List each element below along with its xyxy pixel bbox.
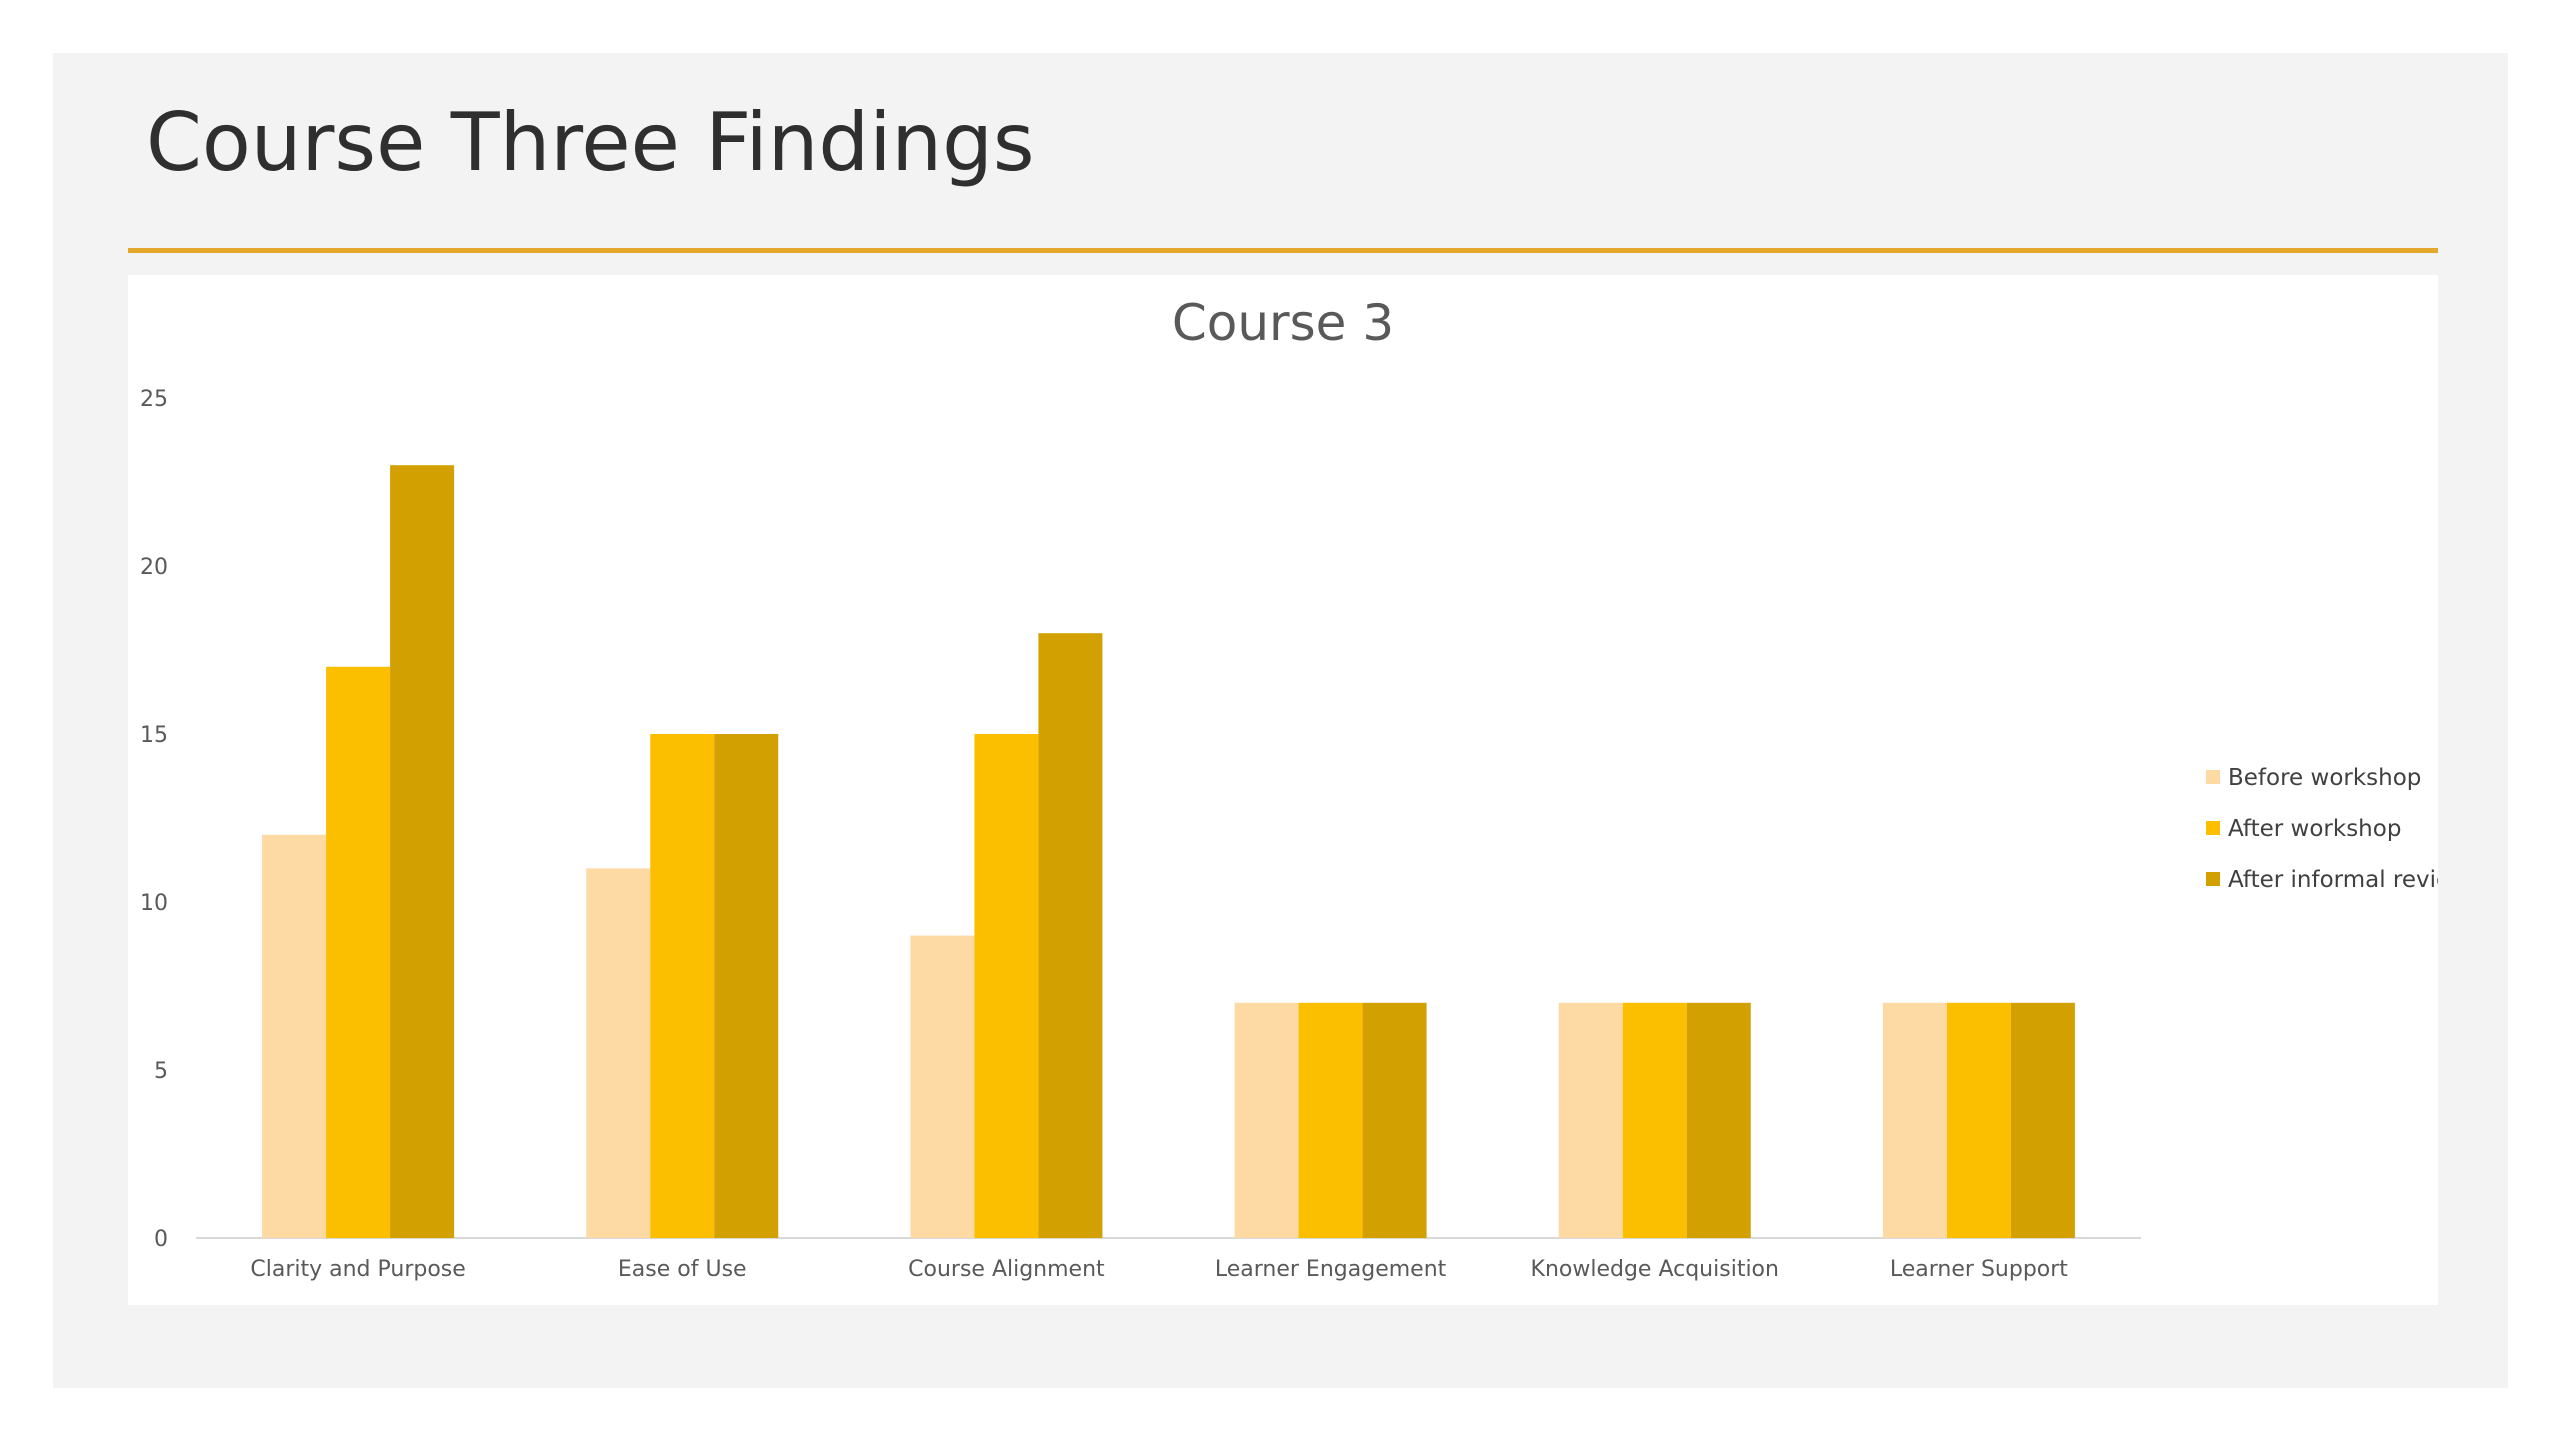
chart-title: Course 3	[1172, 294, 1394, 352]
bar	[650, 734, 715, 1238]
x-tick-label: Learner Engagement	[1215, 1257, 1447, 1282]
legend-label: After workshop	[2228, 816, 2401, 842]
bar	[1234, 1002, 1299, 1238]
bar	[262, 834, 327, 1238]
slide-title: Course Three Findings	[146, 96, 1035, 189]
y-axis: 0 5 10 15 20 25	[140, 387, 168, 1252]
bar	[1882, 1002, 1947, 1238]
y-tick-label: 20	[140, 555, 168, 580]
y-tick-label: 5	[154, 1059, 168, 1084]
x-tick-label: Course Alignment	[908, 1257, 1105, 1282]
y-tick-label: 15	[140, 723, 168, 748]
title-underline	[128, 248, 2438, 253]
x-tick-label: Ease of Use	[618, 1257, 747, 1282]
bar	[326, 666, 391, 1238]
y-tick-label: 25	[140, 387, 168, 412]
bar	[974, 734, 1039, 1238]
bar	[1946, 1002, 2011, 1238]
bar	[1038, 633, 1103, 1238]
bar	[1686, 1002, 1751, 1238]
bar	[1362, 1002, 1427, 1238]
y-tick-label: 10	[140, 891, 168, 916]
x-tick-label: Learner Support	[1890, 1257, 2068, 1282]
bar	[910, 935, 975, 1238]
legend-swatch	[2206, 821, 2220, 835]
bar	[390, 465, 455, 1238]
legend-swatch	[2206, 872, 2220, 886]
bar-series-group	[262, 465, 2075, 1238]
slide: Course Three Findings Course 3 0 5 10 15 20 2…	[53, 53, 2508, 1388]
x-tick-label: Clarity and Purpose	[250, 1257, 465, 1282]
bar	[586, 868, 651, 1238]
chart-panel: Course 3 0 5 10 15 20 25 Clarity and Purpose E…	[128, 275, 2438, 1305]
bar	[1622, 1002, 1687, 1238]
legend-swatch	[2206, 770, 2220, 784]
legend-label: Before workshop	[2228, 765, 2421, 791]
bar	[1298, 1002, 1363, 1238]
legend: Before workshop After workshop After infor…	[2206, 765, 2438, 893]
x-tick-label: Knowledge Acquisition	[1531, 1257, 1779, 1282]
bar	[714, 734, 779, 1238]
bar	[2010, 1002, 2075, 1238]
legend-label: After informal review	[2228, 867, 2438, 893]
bar-chart: Course 3 0 5 10 15 20 25 Clarity and Purpose E…	[140, 294, 2438, 1282]
bar	[1558, 1002, 1623, 1238]
y-tick-label: 0	[154, 1227, 168, 1252]
x-axis: Clarity and Purpose Ease of Use Course Ali…	[250, 1257, 2068, 1282]
